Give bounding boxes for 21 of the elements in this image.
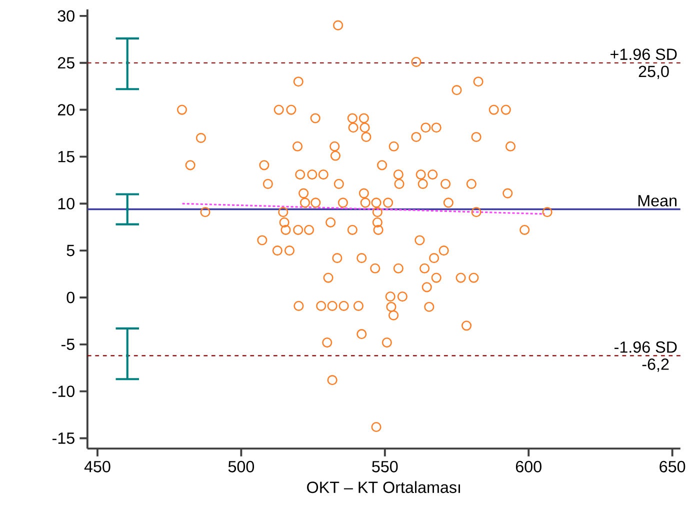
y-tick-label: 10 — [58, 198, 74, 210]
y-tick-label: -10 — [52, 386, 74, 397]
y-tick-label: 30 — [58, 10, 74, 22]
y-tick-label: 20 — [58, 104, 74, 116]
x-tick-label: 550 — [372, 460, 398, 472]
ref-line-label: -1.96 SD — [614, 341, 677, 353]
y-tick-label: -15 — [52, 432, 74, 444]
x-tick-label: 500 — [228, 460, 254, 472]
x-tick-label: 650 — [660, 460, 686, 472]
annotation: -6,2 — [642, 358, 669, 372]
y-tick-label: 25 — [58, 57, 74, 68]
ref-line-label: Mean — [638, 195, 676, 206]
annotation: 25,0 — [638, 66, 669, 79]
y-tick-label: 0 — [66, 292, 74, 304]
x-axis-title: OKT – KT Ortalaması — [307, 481, 460, 493]
ref-line-label: +1.96 SD — [610, 48, 677, 60]
y-tick-label: 15 — [58, 150, 74, 162]
x-tick-label: 450 — [84, 460, 110, 472]
x-tick-label: 600 — [516, 460, 542, 472]
y-tick-label: -5 — [61, 338, 74, 350]
y-tick-label: 5 — [66, 244, 74, 256]
